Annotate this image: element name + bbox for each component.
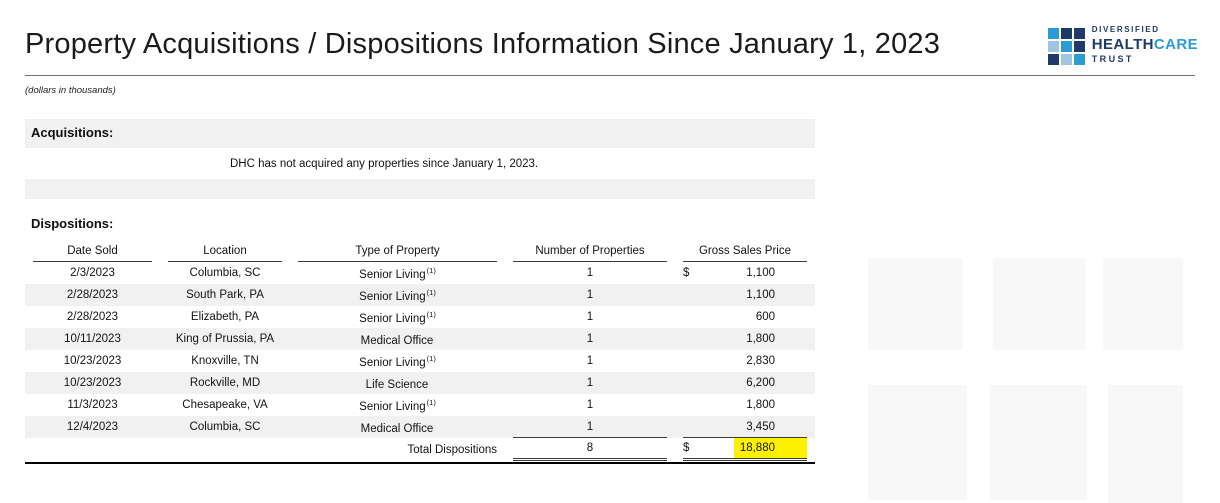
logo-line-diversified: DIVERSIFIED — [1091, 25, 1160, 34]
cell-price: 1,800 — [746, 399, 775, 411]
cell-date: 2/3/2023 — [70, 267, 115, 279]
table-row: 11/3/2023 Chesapeake, VA Senior Living(1… — [25, 394, 815, 416]
footnote-marker: (1) — [426, 309, 436, 319]
cell-count: 1 — [505, 372, 675, 394]
page-header: Property Acquisitions / Dispositions Inf… — [0, 0, 1220, 65]
title-divider — [25, 75, 1195, 76]
footnote-marker: (1) — [426, 397, 436, 407]
ghost-panel — [1103, 258, 1183, 350]
logo-line-healthcare: HEALTHCARE — [1091, 36, 1198, 53]
logo-line-trust: TRUST — [1091, 54, 1134, 64]
col-header-type: Type of Property — [290, 239, 505, 262]
col-header-count: Number of Properties — [505, 239, 675, 262]
cell-location: South Park, PA — [160, 284, 290, 306]
dispositions-table: Date Sold Location Type of Property Numb… — [25, 239, 815, 461]
col-header-price: Gross Sales Price — [675, 239, 815, 262]
footnote-marker: (1) — [426, 353, 436, 363]
logo-squares-icon — [1047, 28, 1085, 65]
page-title: Property Acquisitions / Dispositions Inf… — [25, 28, 941, 60]
cell-type: Senior Living(1) — [290, 284, 505, 306]
cell-price: 3,450 — [675, 416, 815, 438]
table-header-row: Date Sold Location Type of Property Numb… — [25, 239, 815, 262]
cell-date: 10/23/2023 — [25, 372, 160, 394]
cell-type: Senior Living(1) — [359, 353, 436, 369]
cell-location: King of Prussia, PA — [160, 328, 290, 350]
dispositions-heading: Dispositions: — [31, 216, 114, 231]
dollar-sign: $ — [683, 267, 690, 279]
cell-location: Knoxville, TN — [191, 355, 259, 367]
ghost-panel — [993, 258, 1086, 350]
col-header-date-sold: Date Sold — [25, 239, 160, 262]
ghost-panel — [868, 385, 967, 500]
table-row: 2/3/2023 Columbia, SC Senior Living(1) 1… — [25, 262, 815, 284]
table-row: 2/28/2023 Elizabeth, PA Senior Living(1)… — [25, 306, 815, 328]
cell-date: 11/3/2023 — [67, 399, 118, 411]
cell-date: 2/28/2023 — [66, 311, 119, 323]
cell-price: $1,100 — [683, 267, 775, 279]
cell-count: 1 — [505, 328, 675, 350]
cell-price: 600 — [755, 311, 775, 323]
cell-count: 1 — [505, 284, 675, 306]
cell-type: Medical Office — [290, 416, 505, 438]
cell-location: Chesapeake, VA — [182, 399, 268, 411]
cell-count: 1 — [586, 267, 594, 279]
cell-location: Elizabeth, PA — [190, 311, 260, 323]
table-row: 10/11/2023 King of Prussia, PA Medical O… — [25, 328, 815, 350]
col-header-location: Location — [160, 239, 290, 262]
cell-location: Columbia, SC — [189, 267, 261, 279]
ghost-panel — [868, 258, 963, 350]
cell-date: 12/4/2023 — [25, 416, 160, 438]
cell-date: 10/11/2023 — [25, 328, 160, 350]
table-row: 2/28/2023 South Park, PA Senior Living(1… — [25, 284, 815, 306]
footnote-marker: (1) — [426, 287, 436, 297]
total-count: 8 — [505, 438, 675, 461]
total-price: $18,880 — [675, 438, 815, 461]
ghost-panel — [1108, 385, 1183, 503]
cell-type: Senior Living(1) — [359, 265, 436, 281]
cell-location: Columbia, SC — [160, 416, 290, 438]
footnote-marker: (1) — [426, 265, 436, 275]
cell-count: 1 — [586, 355, 594, 367]
cell-type: Senior Living(1) — [359, 397, 436, 413]
logo-wordmark: DIVERSIFIED HEALTHCARE TRUST — [1092, 26, 1198, 64]
total-row: Total Dispositions 8 $18,880 — [25, 438, 815, 461]
cell-price: 1,100 — [675, 284, 815, 306]
cell-count: 1 — [586, 399, 594, 411]
cell-price: 2,830 — [746, 355, 775, 367]
dollar-sign: $ — [683, 442, 690, 454]
cell-type: Life Science — [290, 372, 505, 394]
acquisitions-note: DHC has not acquired any properties sinc… — [230, 158, 539, 170]
highlighted-total-value: 18,880 — [733, 438, 807, 458]
table-row: 10/23/2023 Rockville, MD Life Science 1 … — [25, 372, 815, 394]
cell-price: 6,200 — [675, 372, 815, 394]
cell-count: 1 — [586, 311, 594, 323]
bottom-divider — [25, 462, 815, 464]
cell-count: 1 — [505, 416, 675, 438]
cell-type: Medical Office — [290, 328, 505, 350]
table-row: 10/23/2023 Knoxville, TN Senior Living(1… — [25, 350, 815, 372]
table-row: 12/4/2023 Columbia, SC Medical Office 1 … — [25, 416, 815, 438]
cell-price: 1,800 — [675, 328, 815, 350]
cell-type: Senior Living(1) — [359, 309, 436, 325]
cell-date: 10/23/2023 — [63, 355, 122, 367]
dhc-logo: DIVERSIFIED HEALTHCARE TRUST — [1047, 26, 1198, 65]
acquisitions-heading: Acquisitions: — [31, 125, 114, 140]
ghost-panel — [990, 385, 1087, 500]
spacer-band — [25, 179, 815, 199]
units-note: (dollars in thousands) — [25, 85, 116, 96]
cell-date: 2/28/2023 — [25, 284, 160, 306]
acquisitions-band: Acquisitions: — [25, 119, 815, 148]
cell-location: Rockville, MD — [160, 372, 290, 394]
total-label: Total Dispositions — [290, 438, 505, 461]
